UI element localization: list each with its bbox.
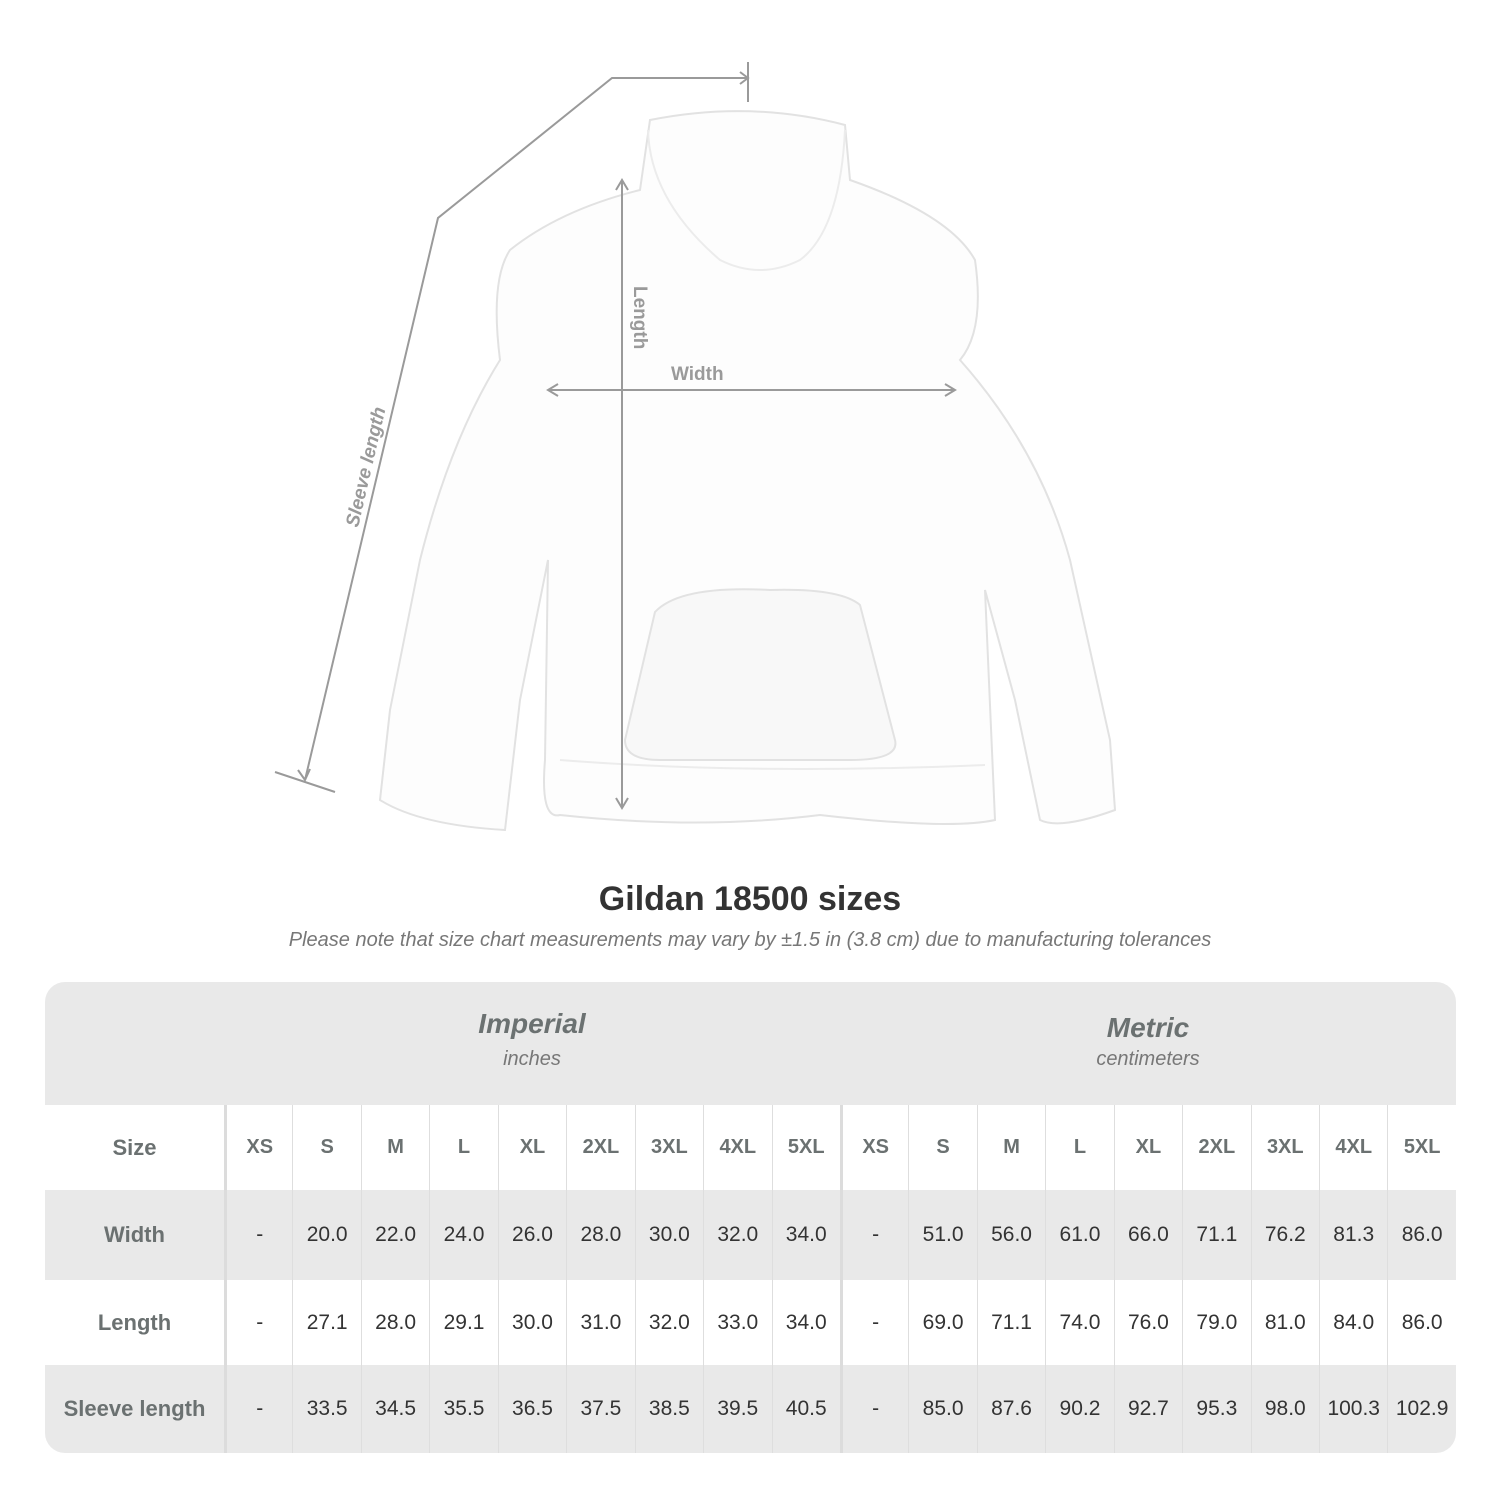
- value-cell: 26.0: [497, 1190, 566, 1280]
- row-label: Sleeve length: [63, 1396, 206, 1421]
- unit-header: [45, 982, 1456, 1105]
- value-cell: -: [839, 1280, 908, 1365]
- size-header-cell: L: [429, 1105, 497, 1190]
- size-header-cell: M: [976, 1105, 1045, 1190]
- value-cell: 86.0: [1387, 1280, 1455, 1365]
- tolerance-note: Please note that size chart measurements…: [288, 929, 1212, 951]
- size-header-cell: 3XL: [1250, 1105, 1319, 1190]
- imperial-header: Imperial inches: [224, 982, 840, 1105]
- size-header-cell: XS: [224, 1105, 292, 1190]
- value-cell: 20.0: [292, 1190, 360, 1280]
- value-cell: 40.5: [771, 1365, 840, 1453]
- size-header-cell: XL: [497, 1105, 566, 1190]
- value-cell: 92.7: [1113, 1365, 1182, 1453]
- value-cell: 33.0: [703, 1280, 771, 1365]
- value-cell: 56.0: [976, 1190, 1045, 1280]
- sleeve-line: [304, 77, 748, 781]
- size-header-cell: 5XL: [1387, 1105, 1455, 1190]
- imperial-unit: inches: [503, 1048, 561, 1070]
- value-cell: 28.0: [566, 1190, 634, 1280]
- value-cell: -: [224, 1190, 292, 1280]
- value-cell: 102.9: [1387, 1365, 1455, 1453]
- value-cell: 90.2: [1045, 1365, 1113, 1453]
- size-header-cell: 2XL: [1182, 1105, 1250, 1190]
- hoodie-diagram: Sleeve length Length Width: [274, 62, 1117, 832]
- value-cell: 30.0: [497, 1280, 566, 1365]
- size-header-cell: 5XL: [771, 1105, 840, 1190]
- value-cell: 87.6: [976, 1365, 1045, 1453]
- value-cell: 24.0: [429, 1190, 497, 1280]
- value-cell: 27.1: [292, 1280, 360, 1365]
- value-cell: 34.0: [771, 1280, 840, 1365]
- value-cell: -: [839, 1190, 908, 1280]
- size-header-cell: S: [908, 1105, 976, 1190]
- value-cell: 86.0: [1387, 1190, 1455, 1280]
- table-row: Sleeve length -33.5 34.5 35.5 36.5 37.5 38.5 39…: [45, 1365, 1456, 1453]
- value-cell: 74.0: [1045, 1280, 1113, 1365]
- value-cell: -: [839, 1365, 908, 1453]
- value-cell: 33.5: [292, 1365, 360, 1453]
- value-cell: 29.1: [429, 1280, 497, 1365]
- row-label: Length: [97, 1309, 172, 1335]
- metric-title: Metric: [1106, 1012, 1190, 1043]
- value-cell: 76.0: [1113, 1280, 1182, 1365]
- value-cell: 38.5: [634, 1365, 703, 1453]
- size-header-cell: 4XL: [1319, 1105, 1387, 1190]
- measurement-lines: [274, 62, 957, 810]
- metric-header: Metric centimeters: [840, 982, 1456, 1105]
- value-cell: 32.0: [634, 1280, 703, 1365]
- value-cell: 84.0: [1319, 1280, 1387, 1365]
- size-header-cell: L: [1045, 1105, 1113, 1190]
- row-label: Size: [112, 1134, 157, 1160]
- value-cell: 28.0: [360, 1280, 429, 1365]
- value-cell: 30.0: [634, 1190, 703, 1280]
- metric-unit: centimeters: [1096, 1048, 1200, 1070]
- size-header-row: Size XS S M L XL 2XL 3XL 4XL 5XL XS S M L XL 2XL 3XL 4XL 5…: [45, 1105, 1456, 1190]
- value-cell: 32.0: [703, 1190, 771, 1280]
- value-cell: 31.0: [566, 1280, 634, 1365]
- value-cell: 81.3: [1319, 1190, 1387, 1280]
- size-header-cell: M: [360, 1105, 429, 1190]
- value-cell: 95.3: [1182, 1365, 1250, 1453]
- value-cell: 71.1: [976, 1280, 1045, 1365]
- size-header-cell: 4XL: [703, 1105, 771, 1190]
- value-cell: 66.0: [1113, 1190, 1182, 1280]
- size-header-cell: S: [292, 1105, 360, 1190]
- imperial-title: Imperial: [478, 1008, 586, 1039]
- value-cell: 35.5: [429, 1365, 497, 1453]
- value-cell: 34.5: [360, 1365, 429, 1453]
- value-cell: 34.0: [771, 1190, 840, 1280]
- value-cell: -: [224, 1280, 292, 1365]
- value-cell: 76.2: [1250, 1190, 1319, 1280]
- size-table: Imperial inches Metric centimeters Size X…: [45, 982, 1456, 1453]
- size-header-cell: XL: [1113, 1105, 1182, 1190]
- size-header-cell: XS: [839, 1105, 908, 1190]
- value-cell: 37.5: [566, 1365, 634, 1453]
- value-cell: 39.5: [703, 1365, 771, 1453]
- size-header-cell: 2XL: [566, 1105, 634, 1190]
- value-cell: 98.0: [1250, 1365, 1319, 1453]
- row-label: Width: [104, 1222, 165, 1247]
- value-cell: 61.0: [1045, 1190, 1113, 1280]
- hoodie-image: [378, 110, 1117, 832]
- value-cell: 71.1: [1182, 1190, 1250, 1280]
- page-title: Gildan 18500 sizes: [598, 880, 902, 918]
- value-cell: 51.0: [908, 1190, 976, 1280]
- value-cell: 36.5: [497, 1365, 566, 1453]
- table-row: Width -20.0 22.0 24.0 26.0 28.0 30.0 32.0 34.0-5…: [45, 1190, 1456, 1280]
- value-cell: 22.0: [360, 1190, 429, 1280]
- value-cell: 85.0: [908, 1365, 976, 1453]
- value-cell: 69.0: [908, 1280, 976, 1365]
- value-cell: 81.0: [1250, 1280, 1319, 1365]
- sleeve-length-label: Sleeve length: [342, 405, 390, 529]
- size-header-cell: 3XL: [634, 1105, 703, 1190]
- value-cell: 79.0: [1182, 1280, 1250, 1365]
- table-row: Length -27.1 28.0 29.1 30.0 31.0 32.0 33.0 34.0-…: [45, 1280, 1456, 1365]
- width-label: Width: [671, 364, 724, 385]
- value-cell: -: [224, 1365, 292, 1453]
- value-cell: 100.3: [1319, 1365, 1387, 1453]
- length-label: Length: [629, 286, 650, 349]
